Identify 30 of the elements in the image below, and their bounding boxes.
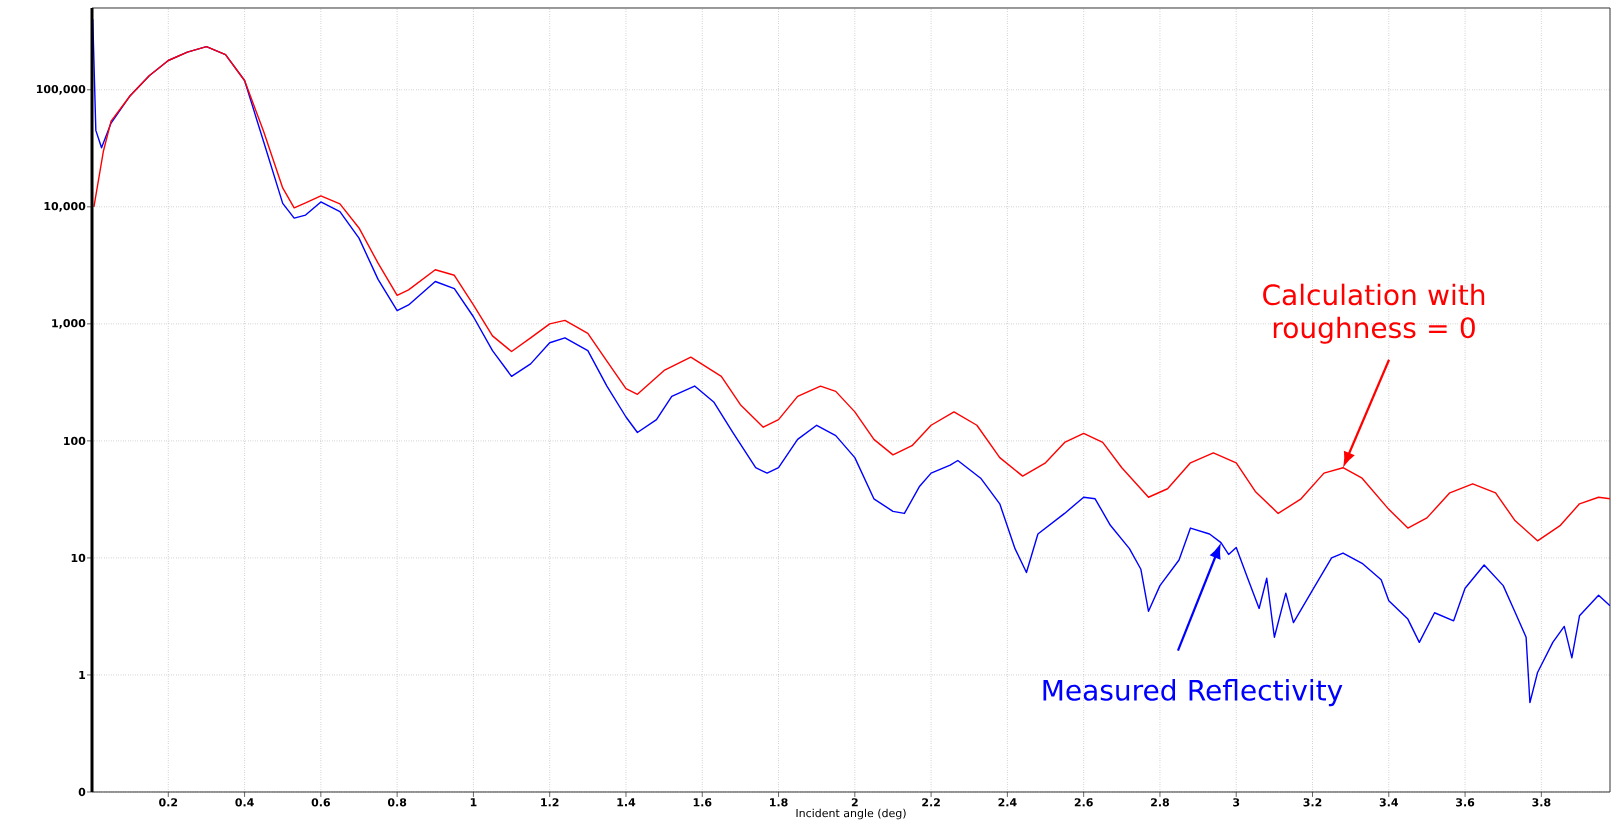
x-tick-label: 2.2 (922, 798, 940, 807)
y-tick-label: 100 (64, 436, 86, 446)
x-tick-label: 2.6 (1074, 798, 1093, 807)
x-tick-label: 1.6 (693, 798, 712, 807)
y-tick-label: 10 (71, 553, 86, 563)
x-tick-label: 1.8 (770, 798, 788, 807)
y-tick-label: 100,000 (36, 84, 86, 95)
x-tick-label: 3 (1233, 798, 1240, 807)
x-tick-label: 0.6 (311, 798, 330, 807)
x-axis-title: Incident angle (deg) (796, 808, 906, 820)
y-tick-label: 0 (78, 787, 86, 797)
line-series (93, 45, 1611, 542)
x-tick-label: 0.8 (387, 798, 407, 807)
x-tick-label: 0.4 (235, 798, 254, 807)
x-tick-label: 3.2 (1303, 798, 1322, 807)
x-tick-label: 3.6 (1456, 798, 1475, 807)
x-tick-label: 2.4 (998, 798, 1017, 807)
text: Calculation with roughness = 0 (1263, 283, 1485, 344)
x-tick-label: 3.8 (1532, 798, 1551, 807)
y-tick-label: 1,000 (52, 319, 86, 329)
x-tick-label: 0.2 (159, 798, 178, 807)
x-tick-label: 1.4 (617, 798, 636, 807)
y-tick-label: 10,000 (44, 201, 86, 212)
x-tick-label: 1.2 (541, 798, 559, 807)
text: Measured Reflectivity (1043, 679, 1343, 707)
x-tick-label: 2 (851, 798, 858, 807)
x-tick-label: 2.8 (1151, 798, 1170, 807)
x-tick-label: 1 (470, 798, 477, 807)
y-tick-label: 1 (79, 670, 86, 679)
x-tick-label: 3.4 (1379, 798, 1399, 807)
